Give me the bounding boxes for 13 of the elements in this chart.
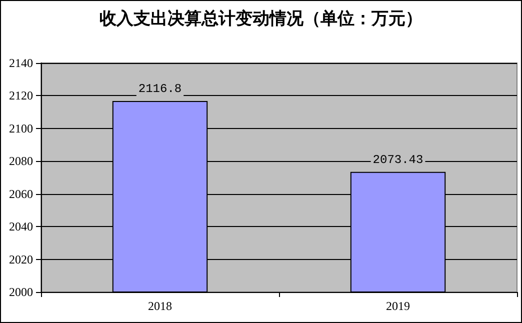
y-tick-label: 2100 (9, 121, 33, 136)
data-label: 2073.43 (372, 152, 424, 167)
chart-title: 收入支出决算总计变动情况（单位：万元） (100, 9, 422, 28)
data-label: 2116.8 (138, 82, 182, 96)
y-tick-label: 2020 (9, 252, 33, 266)
y-tick-label: 2060 (9, 186, 33, 201)
x-tick-label: 2019 (386, 299, 410, 313)
y-tick-label: 2140 (9, 56, 33, 70)
x-tick-label: 2018 (148, 299, 172, 313)
y-tick-label: 2080 (9, 154, 33, 168)
y-tick-label: 2120 (9, 88, 33, 103)
y-tick-label: 2000 (9, 285, 33, 299)
y-tick-label: 2040 (9, 220, 33, 234)
